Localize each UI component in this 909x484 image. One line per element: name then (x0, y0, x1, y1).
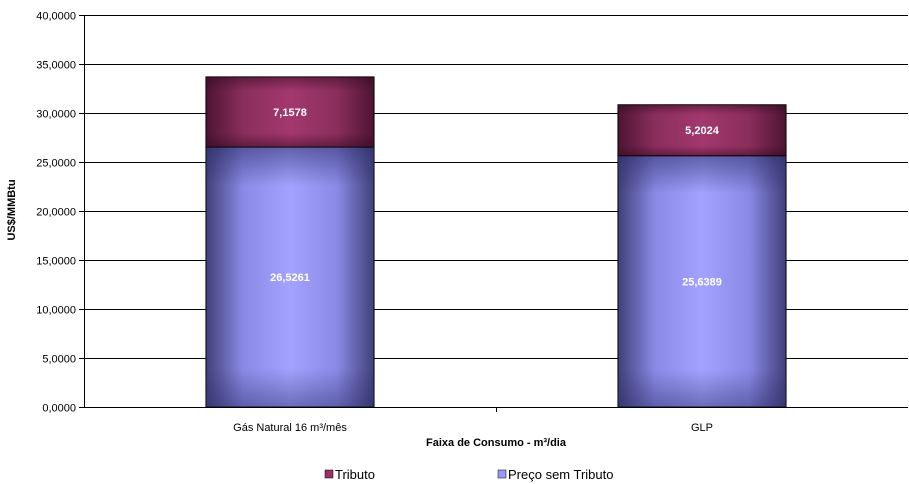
y-tick-label: 10,0000 (36, 305, 76, 317)
x-axis-title: Faixa de Consumo - m³/dia (426, 437, 567, 449)
x-tick-label: GLP (691, 422, 713, 434)
axes: 0,0000 5,0000 10,0000 15,0000 20,0000 25,0000… (36, 11, 908, 434)
y-tick-label: 15,0000 (36, 256, 76, 268)
data-label-preco-sem-tributo: 26,5261 (270, 272, 310, 284)
legend: Tributo Preço sem Tributo (324, 467, 614, 482)
legend-swatch-preco-sem-tributo (497, 469, 507, 479)
data-label-preco-sem-tributo: 25,6389 (682, 276, 722, 288)
data-label-tributo: 7,1578 (273, 107, 307, 119)
bar-tributo-shade (617, 104, 787, 156)
legend-swatch-tributo (324, 469, 334, 479)
bar-preco-sem-tributo-shade (205, 147, 375, 407)
bars (205, 76, 787, 408)
y-tick-label: 25,0000 (36, 158, 76, 170)
y-tick-label: 30,0000 (36, 109, 76, 121)
y-tick-label: 35,0000 (36, 60, 76, 72)
data-labels: 26,5261 7,1578 25,6389 5,2024 (270, 107, 722, 288)
y-tick-label: 20,0000 (36, 207, 76, 219)
data-label-tributo: 5,2024 (685, 125, 720, 137)
y-tick-label: 5,0000 (42, 354, 76, 366)
y-axis-title: US$/MMBtu (6, 179, 18, 240)
legend-label-tributo: Tributo (335, 467, 375, 482)
y-tick-label: 0,0000 (42, 403, 76, 415)
x-tick-label: Gás Natural 16 m³/mês (233, 422, 347, 434)
bar-tributo-shade (205, 76, 375, 148)
legend-label-preco-sem-tributo: Preço sem Tributo (508, 467, 614, 482)
y-tick-label: 40,0000 (36, 11, 76, 23)
bar-preco-sem-tributo-shade (617, 155, 787, 407)
